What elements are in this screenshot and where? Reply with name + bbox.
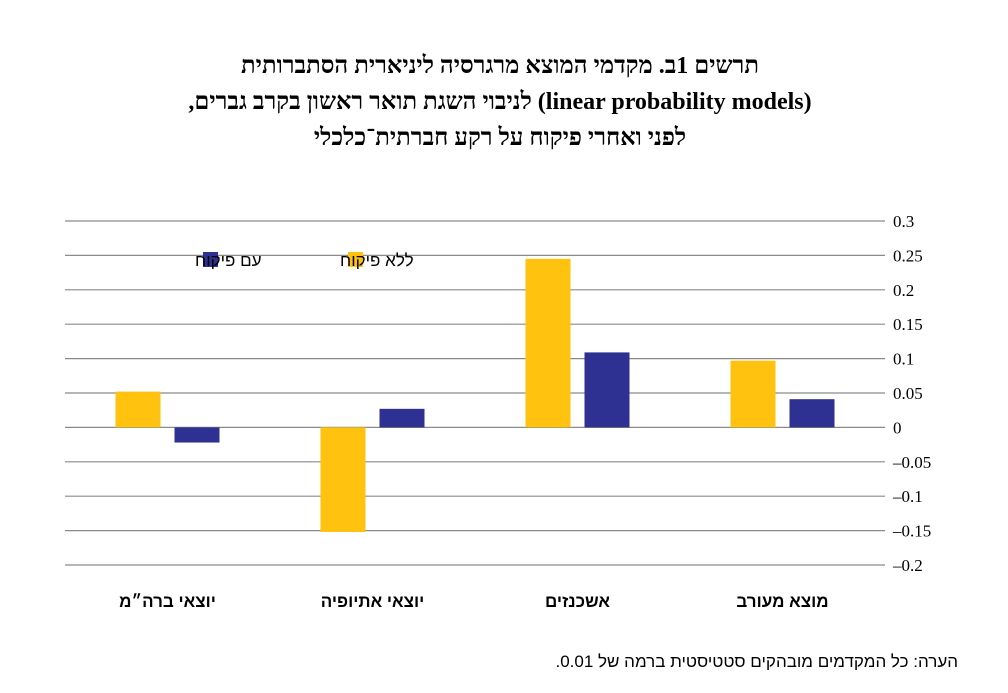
y-tick-label: 0.2: [893, 281, 914, 300]
title-line-3: לפני ואחרי פיקוח על רקע חברתית־כלכלי: [313, 125, 687, 151]
y-tick-label: –0.1: [892, 487, 923, 506]
bar-no-control: [525, 258, 571, 428]
bar-with-control: [789, 399, 835, 428]
bar-with-control: [584, 352, 630, 428]
bar-with-control: [379, 408, 425, 428]
category-label: אשכנזים: [545, 592, 610, 611]
y-tick-label: 0.05: [893, 384, 923, 403]
bar-with-control: [174, 427, 220, 443]
bar-no-control: [730, 360, 776, 428]
bar-no-control: [115, 391, 161, 428]
category-label: יוצאי ברה״מ: [119, 592, 216, 611]
y-tick-label: 0.3: [893, 212, 914, 231]
y-tick-label: 0.1: [893, 350, 914, 369]
category-label: מוצא מעורב: [736, 592, 828, 611]
legend-swatch: [203, 252, 218, 267]
legend-swatch: [348, 252, 363, 267]
title-line-1: תרשים 1ב. מקדמי המוצא מרגרסיה ליניארית ה…: [241, 53, 759, 79]
y-tick-label: 0.25: [893, 246, 923, 265]
legend-label: ללא פיקוח: [340, 251, 414, 270]
legend-label: עם פיקוח: [195, 251, 262, 270]
bar-no-control: [320, 427, 366, 532]
y-tick-label: –0.2: [892, 556, 923, 575]
y-tick-label: 0.15: [893, 315, 923, 334]
footnote: הערה: כל המקדמים מובהקים סטטיסטית ברמה ש…: [555, 652, 958, 671]
y-tick-label: 0: [893, 418, 902, 437]
title-line-2: (linear probability models) לניבוי השגת …: [188, 89, 812, 115]
y-tick-label: –0.15: [892, 522, 931, 541]
chart-title: תרשים 1ב. מקדמי המוצא מרגרסיה ליניארית ה…: [150, 48, 850, 156]
y-tick-label: –0.05: [892, 453, 931, 472]
category-label: יוצאי אתיופיה: [321, 592, 424, 611]
